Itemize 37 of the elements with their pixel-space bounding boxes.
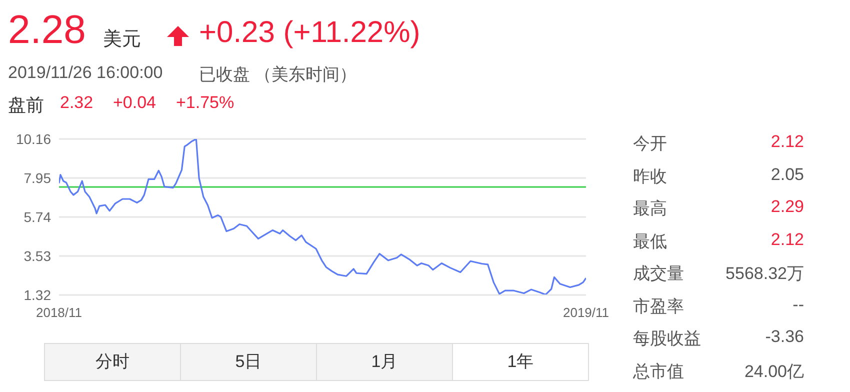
text: 2.12 (770, 230, 804, 250)
y-tick-label: 3.53 (24, 248, 52, 264)
y-tick-label: 7.95 (24, 170, 52, 186)
y-tick-label: 10.16 (16, 130, 52, 147)
text: +0.04 (113, 93, 156, 113)
text: -3.36 (765, 327, 804, 346)
x-tick-label: 2019/11 (562, 305, 610, 320)
text: 2.12 (770, 132, 804, 152)
text: +1.75% (176, 93, 234, 113)
text: +0.23 (+11.22%) (199, 16, 420, 50)
text: 最高 (633, 198, 667, 220)
text: 今开 (633, 133, 667, 155)
x-tick-label: 2018/11 (36, 305, 82, 320)
text: 盘前 (8, 94, 44, 117)
text: 总市值 (633, 360, 684, 382)
text: 2.32 (60, 93, 94, 113)
text: 美元 (103, 28, 141, 52)
y-tick-label: 5.74 (24, 208, 52, 225)
text: 市盈率 (633, 296, 684, 318)
chart-title: 2.28 (8, 7, 86, 54)
text: 2.05 (770, 164, 804, 184)
text: 1年 (452, 344, 588, 380)
text: 2.29 (770, 197, 804, 217)
line-series (59, 139, 586, 295)
text: 24.00亿 (743, 360, 804, 382)
text: 最低 (633, 230, 667, 252)
text: 昨收 (633, 166, 667, 188)
text: 已收盘 （美东时间） (199, 64, 357, 86)
text: 2019/11/26 16:00:00 (8, 63, 163, 83)
text: -- (792, 294, 804, 314)
y-tick-label: 1.32 (24, 286, 52, 303)
text: 成交量 (633, 263, 684, 285)
text: 5568.32万 (724, 263, 804, 285)
text: 5日 (180, 344, 316, 380)
text: 分时 (45, 344, 180, 380)
text: 每股收益 (633, 328, 701, 350)
text: 1月 (316, 344, 452, 380)
